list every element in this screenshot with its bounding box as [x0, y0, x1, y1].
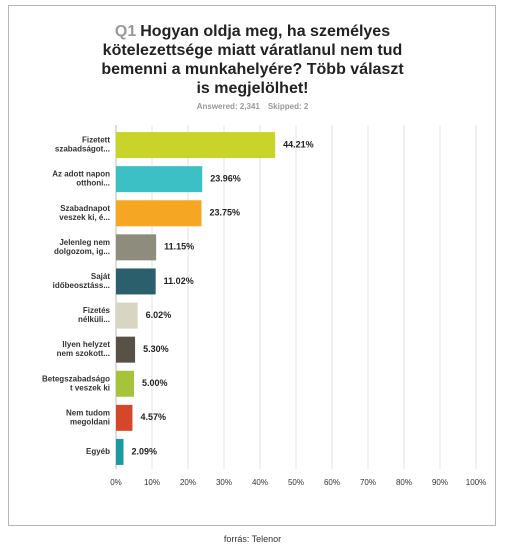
category-label: Fizetés nélküli...	[78, 306, 111, 324]
value-label: 23.75%	[210, 208, 241, 218]
category-label: Nem tudom megoldani	[66, 408, 110, 426]
x-tick-label: 50%	[288, 478, 304, 487]
value-label: 5.30%	[143, 344, 169, 354]
category-label: Szabadnapot veszek ki, é...	[59, 204, 110, 222]
x-tick-label: 0%	[110, 478, 122, 487]
x-tick-label: 30%	[216, 478, 232, 487]
chart-title: Hogyan oldja meg, ha személyes kötelezet…	[101, 23, 404, 97]
bar	[116, 336, 136, 363]
bar	[116, 268, 156, 295]
answered: Answered: 2,341	[196, 102, 260, 111]
category-label: Ilyen helyzet nem szokott...	[57, 340, 111, 358]
x-tick-label: 80%	[396, 478, 412, 487]
chart-frame	[8, 5, 496, 526]
value-label: 4.57%	[140, 412, 166, 422]
category-label: Az adott napon otthoni...	[52, 170, 110, 188]
source: forrás: Telenor	[223, 534, 282, 544]
x-tick-label: 60%	[324, 478, 340, 487]
bar	[116, 234, 157, 261]
value-label: 44.21%	[283, 139, 314, 149]
bar	[116, 404, 133, 431]
value-label: 11.15%	[164, 242, 194, 252]
category-label: Jelenleg nem dolgozom, ig...	[54, 238, 110, 256]
value-label: 11.02%	[164, 276, 194, 286]
response-meta: Answered: 2,341 Skipped: 2	[0, 102, 505, 111]
x-tick-label: 10%	[144, 478, 160, 487]
bar	[116, 166, 203, 193]
bar	[116, 302, 138, 329]
x-tick-label: 20%	[180, 478, 196, 487]
value-label: 23.96%	[210, 174, 241, 184]
bar	[116, 438, 124, 465]
x-tick-label: 100%	[466, 478, 486, 487]
x-tick-label: 40%	[252, 478, 268, 487]
category-label: Saját időbeosztáss...	[53, 272, 111, 290]
bar	[116, 370, 134, 397]
bar	[116, 132, 276, 159]
x-tick-label: 70%	[360, 478, 376, 487]
category-label: Fizetett szabadságot...	[55, 136, 110, 154]
value-label: 2.09%	[132, 446, 158, 456]
value-label: 6.02%	[146, 310, 172, 320]
skipped: Skipped: 2	[267, 102, 309, 111]
chart-title-block: Q1 Hogyan oldja meg, ha személyes kötelez…	[100, 22, 405, 98]
category-label: Egyéb	[86, 447, 110, 456]
bar	[116, 200, 202, 227]
x-tick-label: 90%	[432, 478, 448, 487]
question-number: Q1	[114, 23, 137, 40]
category-label: Betegszabadságo t veszek ki	[42, 374, 110, 392]
value-label: 5.00%	[142, 378, 168, 388]
